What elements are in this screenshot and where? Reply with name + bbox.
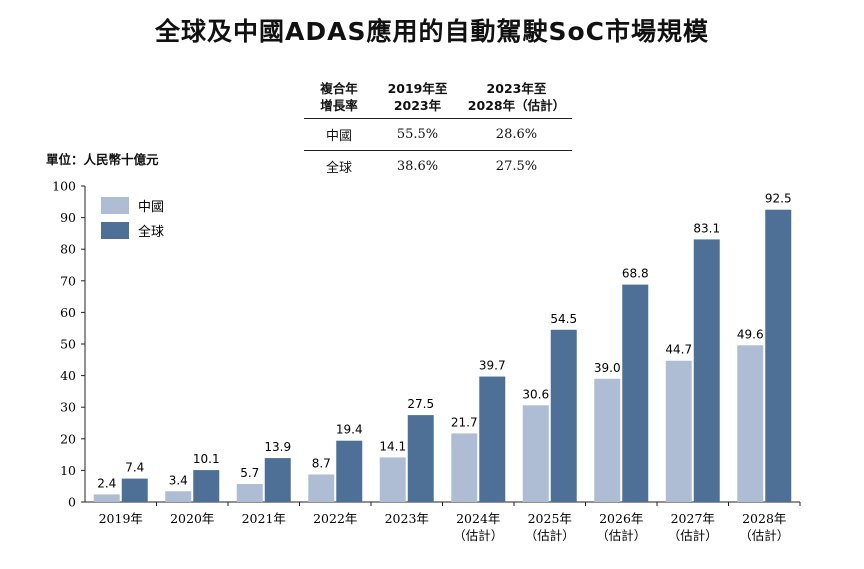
data-label: 68.8 [622, 267, 649, 281]
y-tick-label: 30 [60, 400, 76, 415]
legend-swatch [101, 222, 129, 239]
legend-label: 全球 [138, 224, 164, 240]
cagr-value: 55.5% [396, 127, 439, 142]
x-tick-label: 2019年 [99, 511, 143, 526]
y-tick-label: 0 [68, 495, 76, 510]
bar [479, 376, 506, 502]
data-label: 92.5 [765, 192, 792, 206]
x-tick-label: （估計） [453, 528, 503, 543]
y-tick-label: 90 [60, 210, 76, 225]
legend-swatch [101, 197, 129, 214]
bar [737, 345, 764, 502]
y-tick-label: 20 [60, 431, 76, 446]
bar [336, 440, 363, 502]
bar [665, 360, 692, 502]
bar [308, 474, 335, 502]
y-tick-label: 70 [60, 273, 76, 288]
data-label: 3.4 [169, 473, 188, 487]
data-label: 44.7 [665, 343, 692, 357]
data-label: 39.0 [594, 361, 621, 375]
cagr-header-period-1: 2019年至 2023年 [387, 81, 448, 113]
bar [522, 405, 549, 502]
data-label: 5.7 [240, 466, 259, 480]
data-label: 54.5 [550, 312, 577, 326]
bar [550, 329, 577, 502]
data-label: 7.4 [125, 461, 144, 475]
bar [594, 378, 621, 502]
cagr-row-global: 全球 38.6% 27.5% [304, 151, 572, 183]
data-label: 83.1 [693, 221, 720, 235]
cagr-header-label: 複合年 增長率 [320, 81, 358, 113]
x-tick-label: （估計） [596, 528, 646, 543]
data-label: 10.1 [193, 452, 220, 466]
data-label: 19.4 [336, 423, 363, 437]
data-label: 39.7 [479, 359, 506, 373]
data-label: 21.7 [451, 415, 478, 429]
bar [622, 284, 649, 502]
bar [165, 491, 192, 502]
y-tick-label: 60 [60, 305, 76, 320]
x-tick-label: 2026年 [599, 511, 643, 526]
y-tick-label: 40 [60, 368, 76, 383]
bar [765, 209, 792, 502]
legend-label: 中國 [138, 200, 164, 215]
cagr-value: 28.6% [495, 127, 538, 142]
x-tick-label: （估計） [525, 528, 575, 543]
bar [264, 458, 291, 502]
bar [121, 478, 148, 502]
x-tick-label: 2020年 [170, 511, 214, 526]
y-tick-label: 50 [60, 337, 76, 352]
data-label: 30.6 [522, 387, 549, 401]
cagr-value: 27.5% [495, 159, 538, 174]
x-tick-label: 2022年 [313, 511, 357, 526]
x-tick-label: 2021年 [242, 511, 286, 526]
cagr-region: 中國 [326, 129, 353, 144]
x-tick-label: 2024年 [456, 511, 500, 526]
bar [451, 433, 478, 502]
x-tick-label: （估計） [739, 528, 789, 543]
x-tick-label: 2028年 [742, 511, 786, 526]
y-tick-label: 80 [60, 242, 76, 257]
bar [93, 494, 120, 502]
cagr-region: 全球 [326, 161, 353, 176]
data-label: 14.1 [379, 439, 406, 453]
y-tick-label: 100 [52, 179, 76, 194]
bar [379, 457, 406, 502]
bar [193, 470, 220, 502]
data-label: 27.5 [407, 397, 434, 411]
x-tick-label: 2027年 [671, 511, 715, 526]
x-tick-label: 2025年 [528, 511, 572, 526]
cagr-table: 複合年 增長率 2019年至 2023年 2023年至 2028年（估計） 中國… [304, 80, 572, 182]
cagr-header-period-2: 2023年至 2028年（估計） [467, 81, 566, 113]
data-label: 13.9 [264, 440, 291, 454]
bar [693, 239, 720, 503]
bar [407, 415, 434, 502]
cagr-value: 38.6% [396, 159, 439, 174]
unit-label: 單位：人民幣十億元 [46, 152, 159, 167]
chart-title: 全球及中國ADAS應用的自動駕駛SoC市場規模 [155, 17, 709, 46]
cagr-row-china: 中國 55.5% 28.6% [304, 119, 572, 151]
data-label: 49.6 [737, 327, 764, 341]
bar [236, 483, 263, 502]
y-tick-label: 10 [60, 463, 76, 478]
cagr-header-row: 複合年 增長率 2019年至 2023年 2023年至 2028年（估計） [304, 80, 572, 119]
data-label: 8.7 [312, 457, 331, 471]
data-label: 2.4 [97, 476, 116, 490]
x-tick-label: （估計） [668, 528, 718, 543]
x-tick-label: 2023年 [385, 511, 429, 526]
